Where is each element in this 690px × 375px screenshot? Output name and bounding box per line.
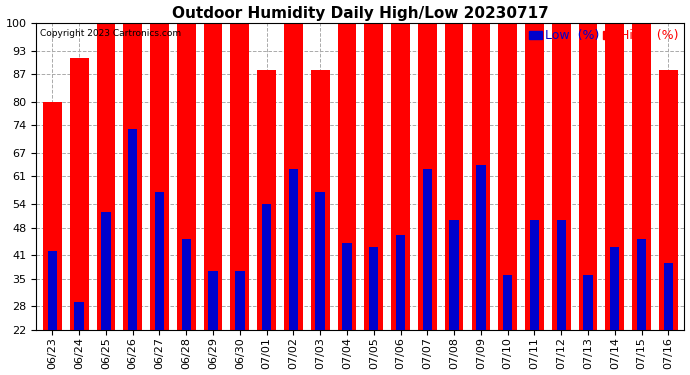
Bar bbox=[369, 247, 378, 330]
Bar bbox=[97, 23, 115, 330]
Bar bbox=[557, 220, 566, 330]
Bar bbox=[449, 220, 459, 330]
Bar bbox=[342, 243, 352, 330]
Bar bbox=[235, 271, 244, 330]
Bar bbox=[124, 23, 142, 330]
Bar bbox=[476, 165, 486, 330]
Title: Outdoor Humidity Daily High/Low 20230717: Outdoor Humidity Daily High/Low 20230717 bbox=[172, 6, 549, 21]
Bar bbox=[471, 23, 491, 330]
Bar bbox=[101, 212, 110, 330]
Bar bbox=[310, 70, 330, 330]
Bar bbox=[445, 23, 464, 330]
Bar bbox=[364, 23, 383, 330]
Bar bbox=[610, 247, 620, 330]
Bar bbox=[262, 204, 271, 330]
Bar bbox=[503, 275, 513, 330]
Bar bbox=[181, 239, 191, 330]
Bar bbox=[155, 192, 164, 330]
Bar bbox=[43, 102, 61, 330]
Bar bbox=[284, 23, 303, 330]
Bar bbox=[579, 23, 598, 330]
Bar bbox=[70, 58, 88, 330]
Bar bbox=[75, 302, 83, 330]
Bar bbox=[632, 23, 651, 330]
Bar bbox=[288, 169, 298, 330]
Bar bbox=[418, 23, 437, 330]
Bar bbox=[659, 70, 678, 330]
Bar bbox=[552, 23, 571, 330]
Legend: Low  (%), High  (%): Low (%), High (%) bbox=[524, 24, 683, 47]
Bar bbox=[177, 23, 196, 330]
Bar bbox=[315, 192, 325, 330]
Bar bbox=[637, 239, 647, 330]
Bar bbox=[498, 23, 517, 330]
Bar bbox=[150, 23, 169, 330]
Bar bbox=[396, 236, 405, 330]
Bar bbox=[423, 169, 432, 330]
Bar bbox=[128, 129, 137, 330]
Bar bbox=[204, 23, 222, 330]
Bar bbox=[664, 263, 673, 330]
Text: Copyright 2023 Cartronics.com: Copyright 2023 Cartronics.com bbox=[39, 29, 181, 38]
Bar bbox=[48, 251, 57, 330]
Bar bbox=[530, 220, 539, 330]
Bar bbox=[230, 23, 249, 330]
Bar bbox=[337, 23, 356, 330]
Bar bbox=[583, 275, 593, 330]
Bar bbox=[525, 23, 544, 330]
Bar bbox=[208, 271, 218, 330]
Bar bbox=[391, 23, 410, 330]
Bar bbox=[257, 70, 276, 330]
Bar bbox=[605, 23, 624, 330]
